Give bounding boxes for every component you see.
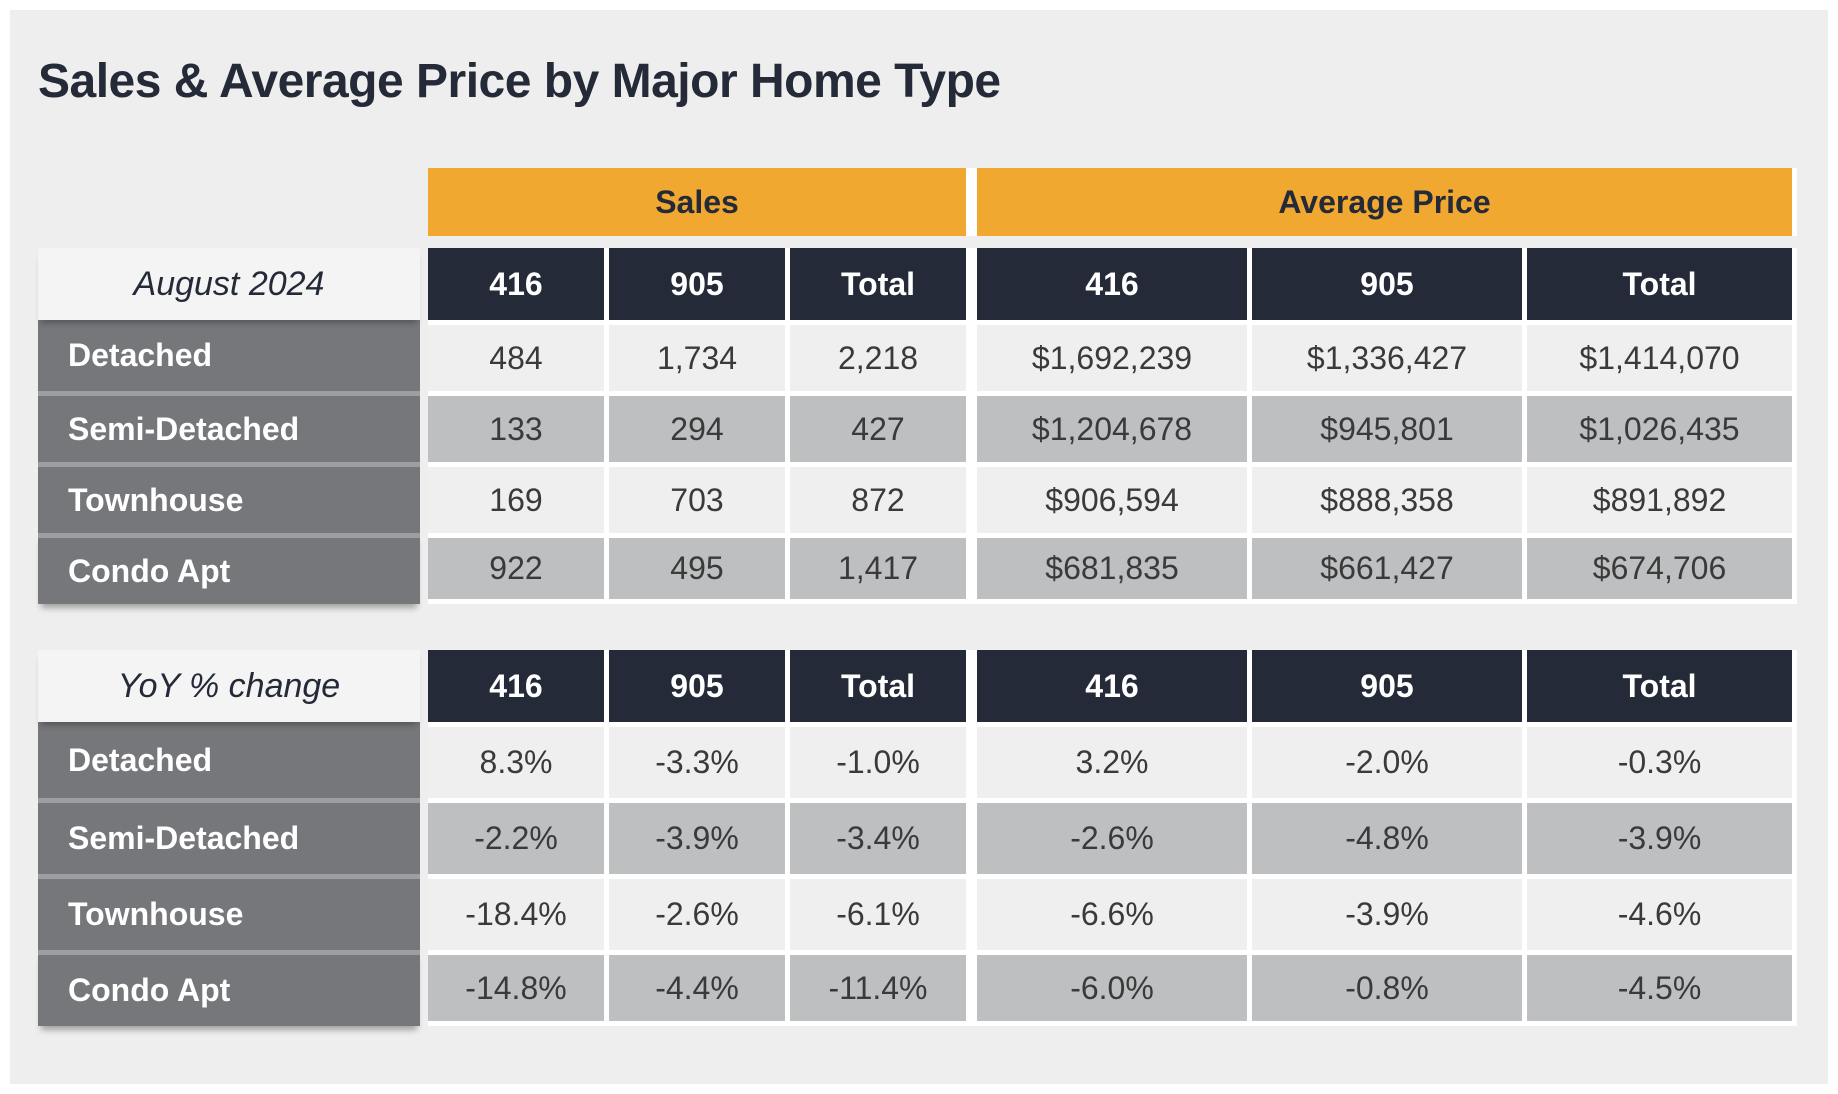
- average-price-group-header: Average Price: [966, 168, 1797, 236]
- data-cell: -4.4%: [604, 950, 785, 1026]
- data-cell: -3.9%: [1522, 798, 1797, 874]
- data-cell: -11.4%: [785, 950, 966, 1026]
- data-cell: -4.5%: [1522, 950, 1797, 1026]
- data-cell: $891,892: [1522, 462, 1797, 533]
- data-cell: -2.2%: [428, 798, 604, 874]
- data-cell: -14.8%: [428, 950, 604, 1026]
- data-cell: -2.6%: [966, 798, 1247, 874]
- column-header-sales-total: Total: [785, 248, 966, 320]
- column-header-avgprice-416: 416: [966, 248, 1247, 320]
- row-label-townhouse: Townhouse: [38, 462, 420, 533]
- data-cell: $1,414,070: [1522, 320, 1797, 391]
- data-cell: $906,594: [966, 462, 1247, 533]
- data-cell: -3.3%: [604, 722, 785, 798]
- data-cell: $1,204,678: [966, 391, 1247, 462]
- row-label-detached: Detached: [38, 722, 420, 798]
- row-label-semi-detached: Semi-Detached: [38, 391, 420, 462]
- column-header-sales-416: 416: [428, 650, 604, 722]
- data-cell: 3.2%: [966, 722, 1247, 798]
- row-label-detached: Detached: [38, 320, 420, 391]
- column-header-sales-905: 905: [604, 248, 785, 320]
- row-label-semi-detached: Semi-Detached: [38, 798, 420, 874]
- table-yoy-percent-change: YoY % change 416 905 Total 416 905 Total…: [38, 650, 1797, 1026]
- data-cell: -4.6%: [1522, 874, 1797, 950]
- data-cell: -2.6%: [604, 874, 785, 950]
- data-cell: -6.0%: [966, 950, 1247, 1026]
- column-header-avgprice-416: 416: [966, 650, 1247, 722]
- data-cell: $1,692,239: [966, 320, 1247, 391]
- column-header-sales-total: Total: [785, 650, 966, 722]
- data-cell: 2,218: [785, 320, 966, 391]
- data-cell: $661,427: [1247, 533, 1522, 604]
- column-header-avgprice-total: Total: [1522, 248, 1797, 320]
- data-cell: $1,026,435: [1522, 391, 1797, 462]
- data-cell: -4.8%: [1247, 798, 1522, 874]
- data-cell: -0.3%: [1522, 722, 1797, 798]
- data-cell: 169: [428, 462, 604, 533]
- data-cell: -18.4%: [428, 874, 604, 950]
- data-cell: -2.0%: [1247, 722, 1522, 798]
- data-cell: -6.1%: [785, 874, 966, 950]
- data-cell: -6.6%: [966, 874, 1247, 950]
- data-cell: 294: [604, 391, 785, 462]
- section-label-august-2024: August 2024: [38, 248, 420, 320]
- data-cell: -3.4%: [785, 798, 966, 874]
- section-label-yoy-change: YoY % change: [38, 650, 420, 722]
- data-cell: 427: [785, 391, 966, 462]
- column-header-avgprice-905: 905: [1247, 650, 1522, 722]
- data-cell: $945,801: [1247, 391, 1522, 462]
- column-header-sales-416: 416: [428, 248, 604, 320]
- data-cell: 872: [785, 462, 966, 533]
- sales-group-header: Sales: [428, 168, 966, 236]
- data-cell: 1,417: [785, 533, 966, 604]
- data-cell: 1,734: [604, 320, 785, 391]
- infographic-canvas: Sales & Average Price by Major Home Type…: [10, 10, 1828, 1084]
- row-label-condo-apt: Condo Apt: [38, 533, 420, 604]
- data-cell: $674,706: [1522, 533, 1797, 604]
- data-cell: -3.9%: [1247, 874, 1522, 950]
- data-cell: 8.3%: [428, 722, 604, 798]
- data-cell: -3.9%: [604, 798, 785, 874]
- data-cell: $1,336,427: [1247, 320, 1522, 391]
- column-header-sales-905: 905: [604, 650, 785, 722]
- row-label-condo-apt: Condo Apt: [38, 950, 420, 1026]
- table-august-2024: Sales Average Price August 2024 416 905 …: [38, 168, 1797, 604]
- data-cell: 922: [428, 533, 604, 604]
- data-cell: $681,835: [966, 533, 1247, 604]
- data-cell: 133: [428, 391, 604, 462]
- data-cell: 495: [604, 533, 785, 604]
- data-cell: 703: [604, 462, 785, 533]
- data-cell: $888,358: [1247, 462, 1522, 533]
- data-cell: 484: [428, 320, 604, 391]
- row-label-townhouse: Townhouse: [38, 874, 420, 950]
- column-header-avgprice-905: 905: [1247, 248, 1522, 320]
- data-cell: -0.8%: [1247, 950, 1522, 1026]
- column-header-avgprice-total: Total: [1522, 650, 1797, 722]
- page-title: Sales & Average Price by Major Home Type: [38, 55, 1001, 108]
- data-cell: -1.0%: [785, 722, 966, 798]
